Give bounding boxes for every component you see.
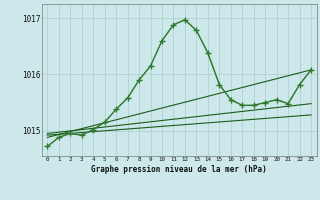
X-axis label: Graphe pression niveau de la mer (hPa): Graphe pression niveau de la mer (hPa) (91, 165, 267, 174)
